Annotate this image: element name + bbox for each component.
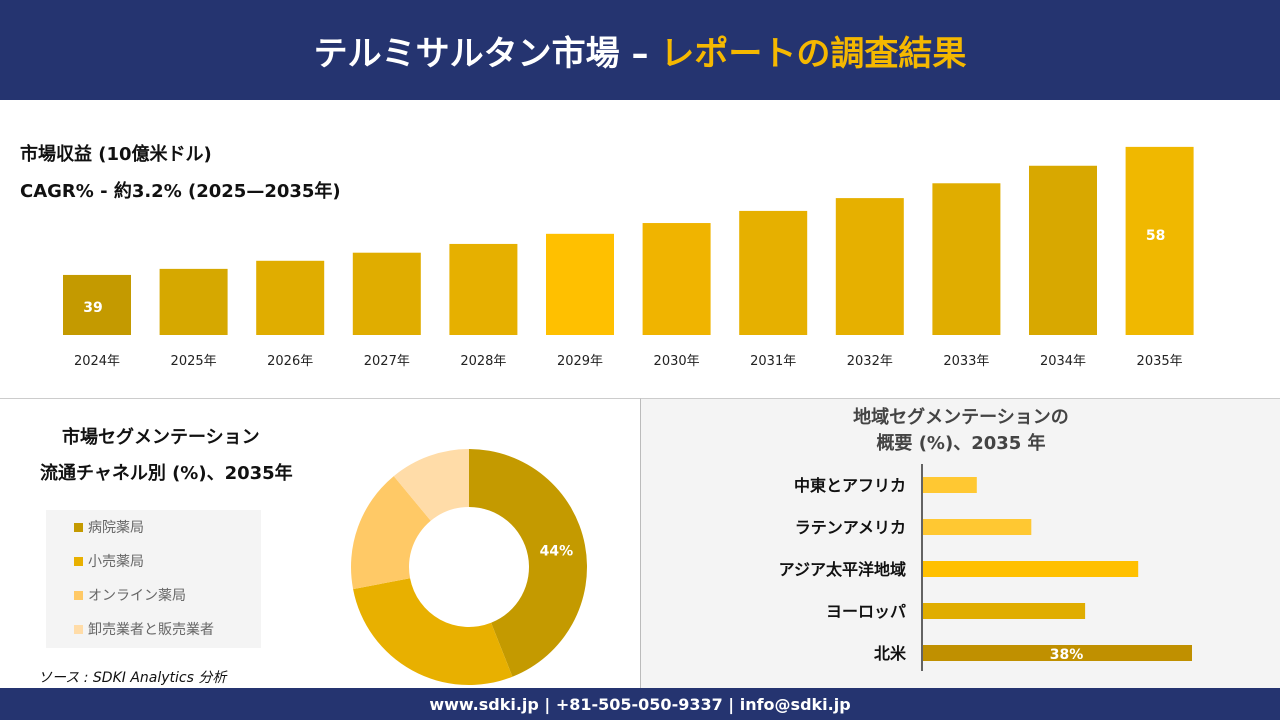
slice-data-label: 44%: [540, 543, 574, 559]
revenue-bar: [835, 198, 904, 335]
donut-slice: [353, 578, 513, 685]
revenue-bar: [642, 223, 711, 335]
revenue-bar: [159, 268, 228, 335]
legend-label: 卸売業者と販売業者: [88, 622, 214, 638]
year-tick-label: 2027年: [364, 354, 410, 369]
legend-item: 病院薬局: [46, 510, 261, 544]
donut-slice: [393, 449, 469, 521]
legend-item: 小売薬局: [46, 544, 261, 578]
region-bar: [923, 645, 1192, 661]
year-tick-label: 2032年: [847, 354, 893, 369]
year-tick-label: 2026年: [267, 354, 313, 369]
legend-label: 病院薬局: [88, 520, 144, 536]
region-label: 北米: [874, 644, 907, 663]
title-main: テルミサルタン市場 –: [313, 33, 649, 74]
revenue-bar: [932, 183, 1001, 335]
year-tick-label: 2035年: [1137, 354, 1183, 369]
segment-title-1: 市場セグメンテーション: [62, 427, 260, 448]
year-tick-label: 2025年: [171, 354, 217, 369]
donut-slice: [469, 449, 587, 677]
revenue-bar: [449, 243, 518, 335]
region-data-label: 38%: [1050, 647, 1084, 663]
region-bar: [923, 519, 1032, 535]
segment-title-2: 流通チャネル別 (%)、2035年: [40, 463, 293, 484]
channel-donut-chart: 44%: [351, 449, 587, 685]
cagr-label: CAGR% - 約3.2% (2025—2035年): [20, 181, 341, 202]
legend-label: オンライン薬局: [88, 588, 186, 604]
year-tick-label: 2028年: [460, 354, 506, 369]
legend-swatch: [74, 522, 83, 532]
donut-slice: [351, 476, 431, 590]
bar-data-label: 39: [83, 300, 102, 316]
donut-legend: 病院薬局小売薬局オンライン薬局卸売業者と販売業者: [46, 510, 261, 648]
legend-label: 小売薬局: [88, 554, 144, 570]
year-tick-label: 2033年: [943, 354, 989, 369]
legend-swatch: [74, 590, 83, 600]
legend-swatch: [74, 624, 83, 634]
region-title-1: 地域セグメンテーションの: [853, 407, 1069, 428]
year-tick-label: 2031年: [750, 354, 796, 369]
revenue-bar: [1029, 165, 1097, 335]
year-tick-label: 2029年: [557, 354, 603, 369]
legend-item: オンライン薬局: [46, 578, 261, 612]
region-label: ラテンアメリカ: [795, 518, 906, 537]
region-title-2: 概要 (%)、2035 年: [876, 433, 1046, 454]
title-accent: レポートの調査結果: [660, 33, 967, 74]
region-bar: [923, 603, 1086, 619]
legend-item: 卸売業者と販売業者: [46, 612, 261, 646]
footer-contact: www.sdki.jp | +81-505-050-9337 | info@sd…: [0, 688, 1280, 720]
legend-swatch: [74, 556, 83, 566]
bar-data-label: 58: [1146, 228, 1165, 244]
year-tick-label: 2030年: [654, 354, 700, 369]
year-tick-label: 2024年: [74, 354, 120, 369]
revenue-bar: [352, 252, 421, 335]
region-label: アジア太平洋地域: [779, 560, 906, 579]
source-note: ソース : SDKI Analytics 分析: [38, 670, 227, 686]
revenue-bar: [256, 260, 325, 335]
revenue-bar-chart: 2024年 39 2025年 2026年 2027年 2028年 2029年 2030年 203…: [63, 146, 1194, 369]
region-bar: [923, 561, 1139, 577]
region-section: 地域セグメンテーションの 概要 (%)、2035 年 中東とアフリカ ラテンアメリ…: [640, 398, 1280, 688]
revenue-section: 市場収益 (10億米ドル) CAGR% - 約3.2% (2025—2035年)…: [0, 100, 1280, 397]
revenue-bar: [739, 210, 808, 335]
revenue-bar: [546, 233, 614, 335]
revenue-bar: [63, 274, 131, 335]
region-bar: [923, 477, 977, 493]
year-tick-label: 2034年: [1040, 354, 1086, 369]
region-label: ヨーロッパ: [826, 602, 906, 621]
region-label: 中東とアフリカ: [794, 476, 906, 495]
revenue-label: 市場収益 (10億米ドル): [20, 144, 212, 165]
revenue-bar: [1125, 146, 1194, 335]
header-banner: テルミサルタン市場 – レポートの調査結果: [0, 0, 1280, 100]
